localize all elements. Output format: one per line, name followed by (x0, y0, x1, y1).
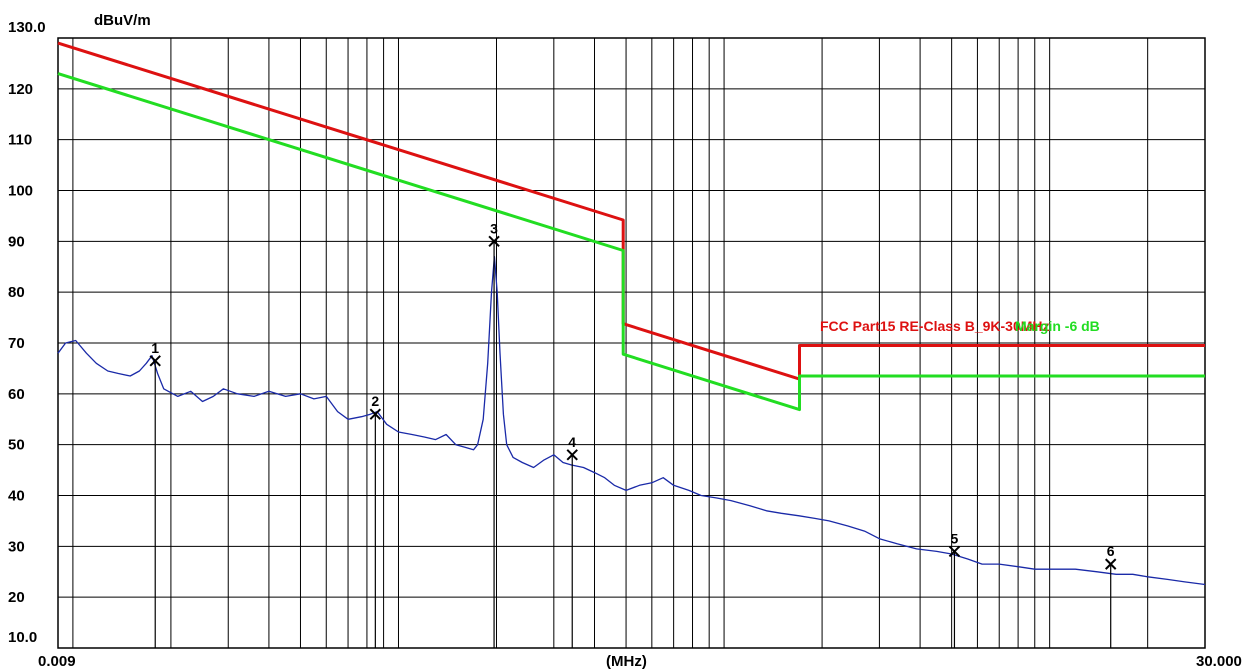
y-tick-label: 70 (8, 335, 25, 352)
limit-label-margin: Margin -6 dB (1015, 318, 1100, 334)
peak-marker-label: 4 (568, 434, 576, 450)
y-unit-label: dBuV/m (94, 12, 151, 29)
y-tick-label: 110 (8, 132, 32, 149)
peak-marker-label: 2 (371, 393, 379, 409)
x-tick-label-start: 0.009 (38, 653, 76, 670)
y-tick-label: 90 (8, 233, 25, 250)
peak-marker-label: 3 (490, 220, 498, 236)
peak-marker-cross (566, 449, 578, 461)
peak-marker: 3 (488, 220, 500, 648)
trace-line (57, 255, 1206, 586)
peak-marker-cross (488, 235, 500, 248)
y-tick-label: 50 (8, 437, 25, 454)
y-tick-label: 10.0 (8, 629, 37, 646)
peak-marker-label: 6 (1107, 543, 1115, 559)
y-tick-labels: 130.0 120 110 100 90 80 70 60 50 40 30 20 10.0 (8, 19, 46, 646)
y-tick-label: 130.0 (8, 19, 46, 36)
y-tick-label: 20 (8, 589, 25, 606)
measurement-trace (57, 255, 1206, 586)
y-tick-label: 60 (8, 386, 25, 403)
y-tick-label: 100 (8, 183, 33, 200)
limit-line-fcc (57, 41, 1205, 381)
peak-marker-cross (369, 408, 382, 420)
peak-marker: 1 (149, 340, 161, 648)
limit-lines (57, 41, 1205, 412)
y-tick-label: 80 (8, 284, 25, 301)
y-tick-label: 120 (8, 81, 33, 98)
peak-marker-cross (948, 545, 961, 558)
peak-marker-label: 5 (950, 530, 958, 546)
limit-label-fcc: FCC Part15 RE-Class B_9K-30MHz (820, 318, 1050, 334)
peak-marker: 4 (566, 434, 578, 648)
peak-marker-cross (1105, 558, 1117, 570)
x-axis-unit-label: (MHz) (606, 653, 647, 670)
peak-marker: 5 (948, 530, 961, 648)
grid (58, 38, 1205, 648)
peak-marker-cross (149, 355, 161, 367)
peak-marker: 6 (1105, 543, 1117, 648)
x-tick-label-end: 30.000 (1196, 653, 1242, 670)
y-tick-label: 40 (8, 488, 25, 505)
peak-markers: 1 2 3 4 5 6 (149, 220, 1117, 648)
peak-marker-label: 1 (151, 340, 159, 356)
y-tick-label: 30 (8, 538, 25, 555)
peak-marker: 2 (369, 393, 382, 648)
limit-line-margin (57, 72, 1205, 412)
